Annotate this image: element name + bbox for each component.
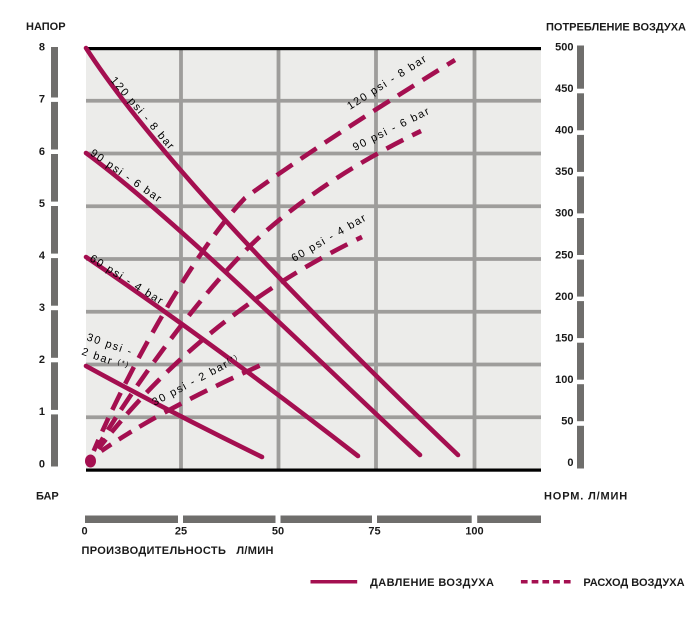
svg-text:500: 500 bbox=[555, 42, 573, 54]
svg-text:150: 150 bbox=[555, 332, 573, 344]
svg-text:0: 0 bbox=[81, 526, 87, 538]
svg-text:3: 3 bbox=[39, 302, 45, 314]
svg-text:ПОТРЕБЛЕНИЕ ВОЗДУХА: ПОТРЕБЛЕНИЕ ВОЗДУХА bbox=[546, 22, 686, 34]
svg-text:300: 300 bbox=[555, 208, 573, 220]
svg-text:РАСХОД ВОЗДУХА: РАСХОД ВОЗДУХА bbox=[583, 577, 684, 589]
svg-text:50: 50 bbox=[272, 526, 284, 538]
svg-text:7: 7 bbox=[39, 94, 45, 106]
svg-text:100: 100 bbox=[555, 374, 573, 386]
svg-text:25: 25 bbox=[175, 526, 187, 538]
svg-text:350: 350 bbox=[555, 166, 573, 178]
svg-text:1: 1 bbox=[39, 406, 45, 418]
svg-text:ДАВЛЕНИЕ ВОЗДУХА: ДАВЛЕНИЕ ВОЗДУХА bbox=[370, 577, 494, 589]
svg-text:5: 5 bbox=[39, 198, 45, 210]
svg-text:4: 4 bbox=[39, 250, 46, 262]
svg-text:НАПОР: НАПОР bbox=[26, 21, 66, 33]
svg-text:БАР: БАР bbox=[36, 491, 59, 503]
svg-text:6: 6 bbox=[39, 146, 45, 158]
svg-text:ПРОИЗВОДИТЕЛЬНОСТЬ Л/МИН: ПРОИЗВОДИТЕЛЬНОСТЬ Л/МИН bbox=[82, 545, 274, 557]
svg-text:100: 100 bbox=[465, 526, 483, 538]
svg-text:0: 0 bbox=[39, 458, 45, 470]
svg-text:2: 2 bbox=[39, 354, 45, 366]
svg-text:0: 0 bbox=[567, 457, 573, 469]
svg-text:200: 200 bbox=[555, 291, 573, 303]
svg-text:50: 50 bbox=[561, 416, 573, 428]
svg-text:НОРМ. Л/МИН: НОРМ. Л/МИН bbox=[544, 491, 628, 503]
svg-text:75: 75 bbox=[368, 526, 380, 538]
svg-text:8: 8 bbox=[39, 42, 45, 54]
svg-text:400: 400 bbox=[555, 125, 573, 137]
svg-text:450: 450 bbox=[555, 83, 573, 95]
svg-text:250: 250 bbox=[555, 249, 573, 261]
